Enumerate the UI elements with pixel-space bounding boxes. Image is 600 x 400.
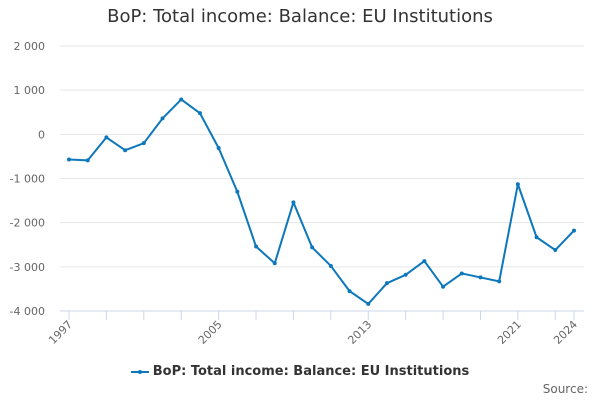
data-point-marker[interactable] [553, 248, 558, 253]
y-axis-labels: 2 000 1 000 0 -1 000 -2 000 -3 000 -4 000 [10, 40, 45, 318]
data-point-marker[interactable] [272, 261, 277, 266]
x-tick-label: 1997 [46, 318, 75, 347]
data-point-marker[interactable] [403, 272, 408, 277]
data-point-marker[interactable] [497, 279, 502, 284]
x-tick-label: 2005 [196, 318, 225, 347]
y-tick-label: 0 [38, 128, 45, 141]
data-point-marker[interactable] [123, 148, 128, 153]
x-tick-label: 2021 [495, 318, 524, 347]
data-series[interactable] [67, 97, 576, 306]
legend-line-marker-icon [130, 366, 149, 378]
grid-lines [60, 45, 584, 268]
data-point-marker[interactable] [141, 141, 146, 146]
data-point-marker[interactable] [310, 245, 315, 250]
series-line[interactable] [68, 98, 575, 305]
data-point-marker[interactable] [459, 271, 464, 276]
y-tick-label: -3 000 [10, 261, 45, 274]
y-tick-label: -1 000 [10, 173, 45, 186]
data-point-marker[interactable] [291, 200, 296, 205]
data-point-marker[interactable] [572, 228, 576, 233]
legend-item[interactable]: BoP: Total income: Balance: EU Instituti… [0, 364, 600, 379]
data-point-marker[interactable] [534, 235, 539, 240]
data-point-marker[interactable] [422, 259, 427, 264]
data-point-marker[interactable] [366, 301, 371, 306]
x-tick-label: 2013 [345, 318, 374, 347]
data-point-marker[interactable] [347, 289, 352, 294]
y-tick-label: 1 000 [14, 84, 46, 97]
data-point-marker[interactable] [216, 146, 221, 151]
chart-title: BoP: Total income: Balance: EU Instituti… [107, 6, 493, 27]
data-point-marker[interactable] [160, 116, 165, 121]
data-point-marker[interactable] [441, 284, 446, 289]
data-point-marker[interactable] [235, 189, 240, 194]
data-point-marker[interactable] [85, 158, 90, 163]
y-tick-label: -4 000 [10, 305, 45, 318]
data-point-marker[interactable] [515, 182, 520, 187]
data-point-marker[interactable] [328, 263, 333, 268]
y-tick-label: -2 000 [10, 217, 45, 230]
legend-label: BoP: Total income: Balance: EU Instituti… [152, 364, 470, 379]
data-point-marker[interactable] [254, 244, 259, 249]
data-point-marker[interactable] [197, 111, 202, 116]
x-axis: 1997 2005 2013 2021 2024 [46, 310, 584, 347]
data-point-marker[interactable] [384, 281, 389, 286]
data-point-marker[interactable] [179, 97, 184, 102]
data-point-marker[interactable] [67, 157, 71, 162]
data-point-marker[interactable] [104, 135, 109, 140]
y-tick-label: 2 000 [14, 40, 46, 53]
source-label: Source: [542, 382, 588, 396]
data-point-marker[interactable] [478, 275, 483, 280]
x-tick-label: 2024 [551, 318, 580, 347]
